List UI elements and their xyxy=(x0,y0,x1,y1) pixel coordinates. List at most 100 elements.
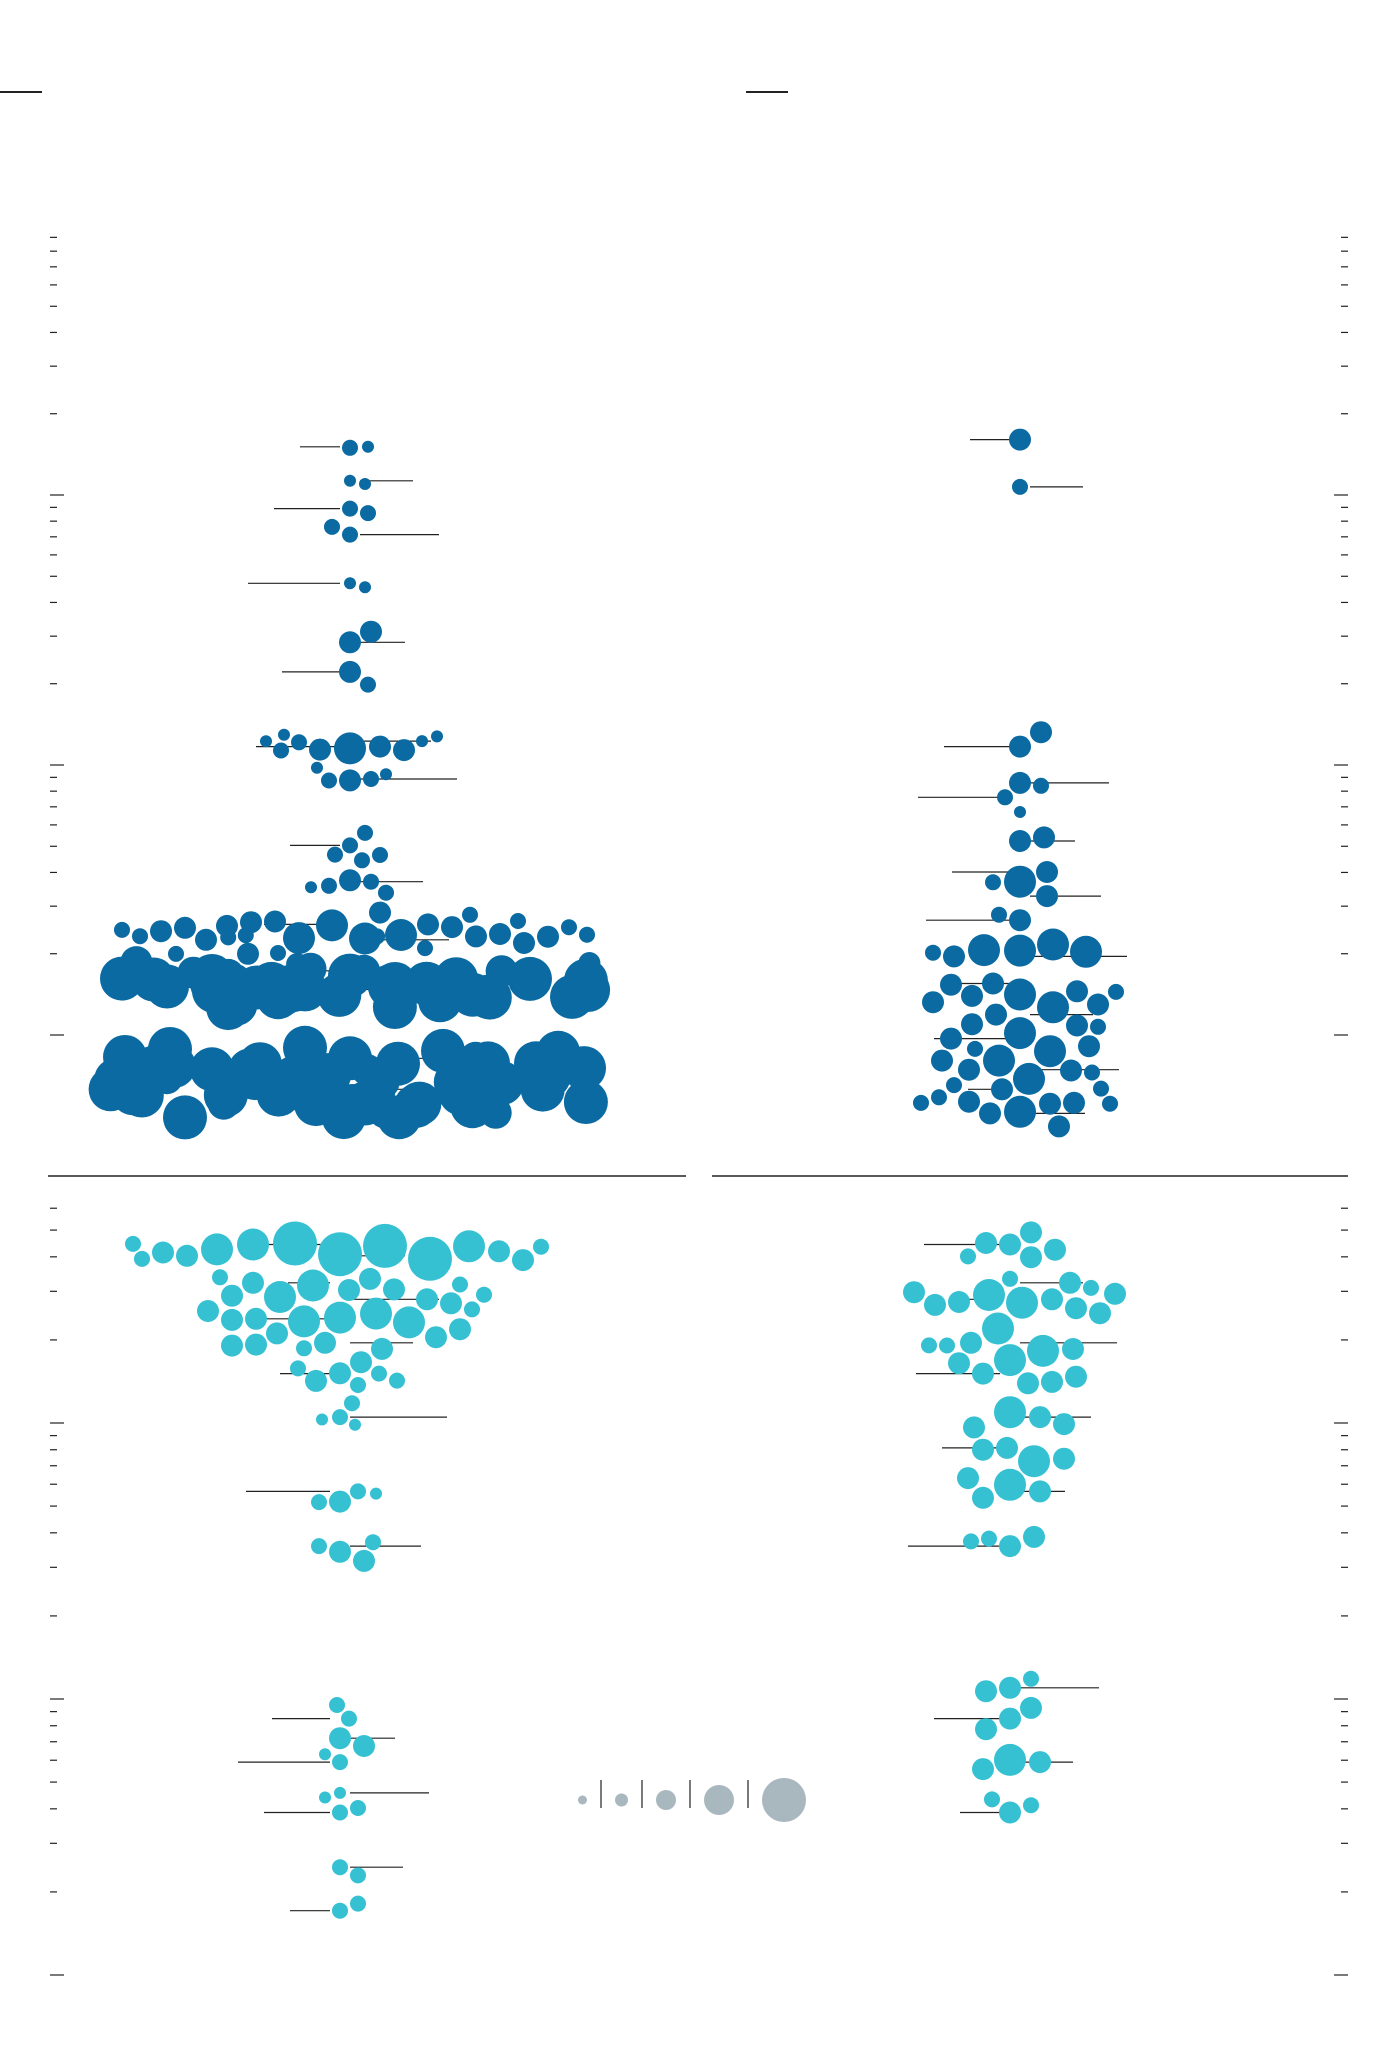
top-right-bubble xyxy=(1009,428,1031,451)
bottom-right-bubble xyxy=(1059,1271,1081,1294)
top-left-bubble xyxy=(578,952,601,974)
bottom-left-bubble xyxy=(221,1334,243,1357)
top-right-bubble xyxy=(1004,1017,1036,1050)
top-left-bubble xyxy=(317,972,362,1017)
bottom-left-bubble xyxy=(316,1413,328,1426)
top-right-bubble xyxy=(1108,983,1124,1000)
top-left-bubble xyxy=(363,771,379,787)
bottom-left-bubble xyxy=(332,1859,348,1876)
bottom-left-bubble xyxy=(360,1297,392,1330)
top-right-bubble xyxy=(1014,806,1026,818)
top-left-bubble xyxy=(278,728,290,741)
top-left-bubble xyxy=(264,910,286,933)
bottom-left-bubble xyxy=(319,1748,331,1761)
top-left-bubble xyxy=(369,735,391,758)
bottom-right-bubble xyxy=(1023,1670,1039,1687)
bottom-left-bubble xyxy=(416,1288,438,1311)
top-left-bubble xyxy=(283,969,306,992)
bottom-left-bubble xyxy=(512,1249,534,1272)
top-left-bubble xyxy=(348,954,381,987)
points-layer xyxy=(88,428,1126,1919)
bottom-left-bubble xyxy=(350,1895,366,1912)
bottom-left-bubble xyxy=(245,1333,267,1356)
top-right-bubble xyxy=(1078,1035,1100,1058)
top-right-bubble xyxy=(979,1102,1001,1125)
bottom-right-bubble xyxy=(921,1337,937,1354)
bottom-left-bubble xyxy=(464,1301,480,1318)
top-right-bubble xyxy=(991,1078,1013,1101)
top-left-bubble xyxy=(212,958,245,991)
bottom-left-bubble xyxy=(125,1235,141,1252)
top-left-bubble xyxy=(174,916,196,939)
top-right-bubble xyxy=(1036,885,1058,908)
top-left-bubble xyxy=(508,956,552,1001)
top-right-bubble xyxy=(1004,1095,1036,1128)
bottom-right-bubble xyxy=(1041,1370,1063,1393)
bottom-left-bubble xyxy=(371,1365,387,1382)
top-left-bubble xyxy=(359,478,371,490)
top-left-bubble xyxy=(344,577,356,590)
top-left-bubble xyxy=(359,581,371,594)
bottom-right-bubble xyxy=(1029,1406,1051,1429)
bottom-left-bubble xyxy=(329,1697,345,1713)
top-left-bubble xyxy=(513,932,535,954)
top-left-bubble xyxy=(286,953,309,976)
bottom-left-bubble xyxy=(305,1369,327,1392)
bottom-right-bubble xyxy=(1018,1445,1050,1478)
bottom-right-bubble xyxy=(1065,1365,1087,1388)
bottom-left-bubble xyxy=(353,1735,375,1757)
top-left-bubble xyxy=(339,631,361,654)
top-left-bubble xyxy=(360,620,382,643)
top-left-bubble xyxy=(321,877,337,894)
bottom-right-bubble xyxy=(1053,1413,1075,1436)
bottom-left-bubble xyxy=(314,1331,336,1354)
top-left-bubble xyxy=(417,913,439,936)
top-left-bubble xyxy=(311,761,323,774)
top-right-bubble xyxy=(1037,991,1069,1024)
bottom-right-bubble xyxy=(903,1281,925,1304)
top-right-bubble xyxy=(1063,1091,1085,1114)
bottom-left-bubble xyxy=(273,1221,317,1266)
bottom-left-bubble xyxy=(350,1377,366,1393)
bottom-left-bubble xyxy=(297,1269,329,1302)
top-left-bubble xyxy=(278,980,311,1012)
top-right-bubble xyxy=(1004,865,1036,898)
top-left-bubble xyxy=(132,928,148,945)
bottom-right-bubble xyxy=(1017,1372,1039,1395)
top-left-bubble xyxy=(114,921,130,938)
bottom-left-bubble xyxy=(452,1276,468,1293)
top-left-bubble xyxy=(342,500,358,517)
bottom-left-bubble xyxy=(440,1292,462,1315)
legend-bubble-size-1 xyxy=(578,1795,587,1805)
bottom-right-bubble xyxy=(999,1676,1021,1699)
top-right-bubble xyxy=(1009,735,1031,758)
bottom-right-bubble xyxy=(975,1232,997,1254)
top-right-bubble xyxy=(1004,934,1036,967)
top-left-bubble xyxy=(378,884,394,901)
bottom-left-bubble xyxy=(359,1267,381,1290)
bottom-right-bubble xyxy=(984,1791,1000,1808)
top-right-bubble xyxy=(1013,1062,1045,1095)
top-left-bubble xyxy=(339,660,361,683)
top-left-bubble xyxy=(561,919,577,936)
bottom-right-bubble xyxy=(972,1486,994,1509)
top-left-bubble xyxy=(326,1049,359,1082)
top-right-bubble xyxy=(940,973,962,996)
top-right-bubble xyxy=(1070,935,1102,968)
legend-bubble-size-4 xyxy=(704,1785,734,1815)
bottom-left-bubble xyxy=(212,1269,228,1286)
bottom-right-bubble xyxy=(999,1535,1021,1558)
bottom-left-bubble xyxy=(332,1902,348,1919)
top-left-bubble xyxy=(339,769,361,792)
top-right-bubble xyxy=(922,991,944,1014)
top-right-bubble xyxy=(940,1027,962,1050)
top-right-bubble xyxy=(968,934,1000,967)
top-right-bubble xyxy=(1084,1064,1100,1081)
bottom-left-bubble xyxy=(383,1278,405,1301)
top-left-bubble xyxy=(462,906,478,923)
top-left-bubble xyxy=(316,909,348,942)
bottom-left-bubble xyxy=(319,1791,331,1804)
bottom-left-bubble xyxy=(311,1538,327,1555)
bottom-left-bubble xyxy=(288,1305,320,1338)
top-left-bubble xyxy=(385,919,417,951)
